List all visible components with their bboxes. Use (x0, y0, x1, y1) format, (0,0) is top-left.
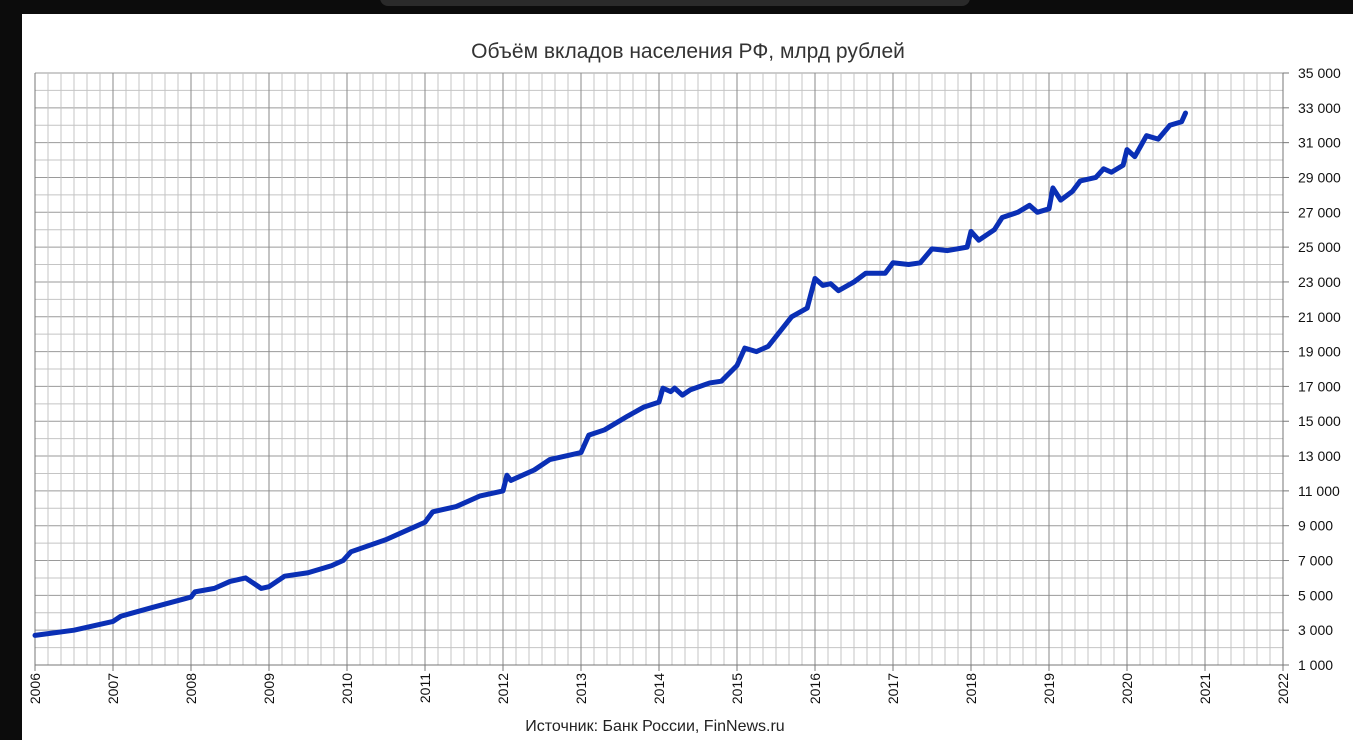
y-tick-label: 25 000 (1298, 239, 1341, 255)
data-line (32, 110, 1188, 638)
source-note: Источник: Банк России, FinNews.ru (525, 718, 784, 735)
y-tick-label: 7 000 (1298, 553, 1333, 569)
y-tick-label: 21 000 (1298, 309, 1341, 325)
y-tick-label: 3 000 (1298, 622, 1333, 638)
x-tick-label: 2012 (495, 673, 511, 704)
x-tick-label: 2022 (1275, 673, 1291, 704)
x-tick-label: 2010 (339, 673, 355, 704)
y-tick-label: 13 000 (1298, 448, 1341, 464)
chart-title: Объём вкладов населения РФ, млрд рублей (471, 40, 905, 63)
y-tick-label: 31 000 (1298, 135, 1341, 151)
y-tick-label: 17 000 (1298, 378, 1341, 394)
y-tick-label: 15 000 (1298, 413, 1341, 429)
x-tick-label: 2020 (1119, 673, 1135, 704)
y-tick-label: 5 000 (1298, 587, 1333, 603)
x-tick-label: 2021 (1197, 673, 1213, 704)
x-tick-label: 2017 (885, 673, 901, 704)
y-tick-label: 33 000 (1298, 100, 1341, 116)
x-tick-label: 2008 (183, 673, 199, 704)
x-tick-label: 2016 (807, 673, 823, 704)
x-tick-label: 2014 (651, 673, 667, 704)
y-tick-label: 9 000 (1298, 518, 1333, 534)
y-tick-label: 35 000 (1298, 65, 1341, 81)
y-tick-label: 29 000 (1298, 169, 1341, 185)
x-tick-label: 2006 (27, 673, 43, 704)
y-tick-label: 1 000 (1298, 657, 1333, 673)
x-tick-label: 2019 (1041, 673, 1057, 704)
x-tick-label: 2015 (729, 673, 745, 704)
x-tick-label: 2009 (261, 673, 277, 704)
y-tick-label: 23 000 (1298, 274, 1341, 290)
chart-background (22, 14, 1353, 740)
y-tick-label: 11 000 (1298, 483, 1340, 499)
y-tick-label: 19 000 (1298, 344, 1341, 360)
x-tick-label: 2007 (105, 673, 121, 704)
axes (34, 72, 1289, 671)
x-tick-label: 2013 (573, 673, 589, 704)
y-tick-label: 27 000 (1298, 204, 1341, 220)
x-tick-label: 2011 (417, 673, 433, 703)
x-tick-label: 2018 (963, 673, 979, 704)
top-bar (380, 0, 970, 6)
